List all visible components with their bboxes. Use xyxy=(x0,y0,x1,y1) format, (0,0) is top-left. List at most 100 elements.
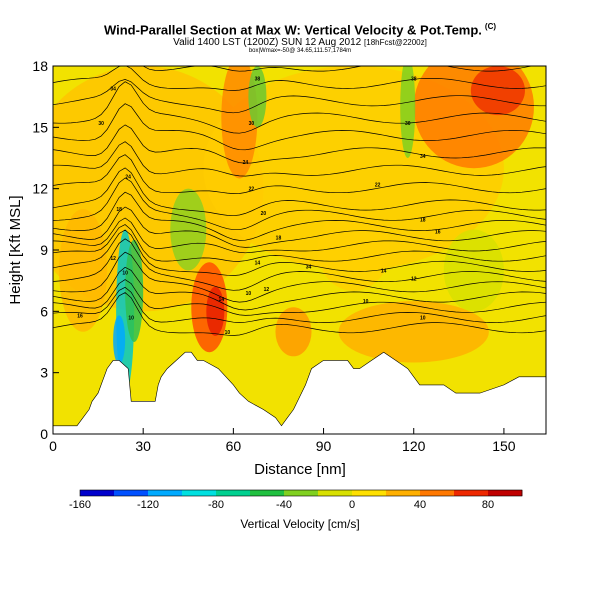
isentrope-line xyxy=(53,79,546,114)
colorbar-segment xyxy=(182,490,200,496)
contour-label: 34 xyxy=(420,154,426,160)
chart-title-text: Wind-Parallel Section at Max W: Vertical… xyxy=(103,22,482,38)
isentrope-line xyxy=(53,217,546,254)
isentrope-line xyxy=(53,229,546,276)
contour-label: 10 xyxy=(225,330,231,336)
plot-area: 38 38 34 30 30 30 34 24 24 22 22 18 20 18 16 18 12 14 34 14… xyxy=(53,66,546,434)
isentrope-line xyxy=(53,81,546,134)
colorbar-segment xyxy=(284,490,302,496)
colorbar-segment xyxy=(488,490,506,496)
velocity-patch xyxy=(275,307,312,357)
colorbar-segment xyxy=(505,490,523,496)
colorbar-segment xyxy=(301,490,319,496)
y-tick-label: 0 xyxy=(40,426,48,442)
x-tick-label: 60 xyxy=(226,438,242,454)
isentrope-line xyxy=(53,206,546,248)
colorbar-tick-label: 80 xyxy=(482,499,494,511)
chart-title: Wind-Parallel Section at Max W: Vertical… xyxy=(0,22,600,37)
contour-label: 10 xyxy=(122,270,128,276)
colorbar-segment xyxy=(437,490,455,496)
chart-subtitle: Valid 1400 LST (1200Z) SUN 12 Aug 2012 [… xyxy=(0,37,600,48)
contour-label: 34 xyxy=(110,86,116,92)
y-axis-label: Height [Kft MSL] xyxy=(7,195,24,304)
contour-label: 20 xyxy=(261,211,267,217)
colorbar-segment xyxy=(352,490,370,496)
x-tick-label: 30 xyxy=(135,438,151,454)
contour-label: 10 xyxy=(420,315,426,321)
contour-label: 10 xyxy=(128,315,134,321)
y-axis: 0 3 6 9 12 15 18 xyxy=(32,58,59,442)
isentrope-line xyxy=(53,141,546,177)
contour-label: 22 xyxy=(375,183,381,189)
colorbar-tick-label: -160 xyxy=(69,499,91,511)
velocity-patch xyxy=(221,66,258,179)
isentrope-line xyxy=(53,292,546,336)
contour-label: 30 xyxy=(98,121,104,127)
colorbar-segment xyxy=(454,490,472,496)
isentrope-line xyxy=(53,154,546,194)
copyright-mark: (C) xyxy=(484,22,497,31)
terrain-profile xyxy=(53,351,546,434)
colorbar-segment xyxy=(250,490,268,496)
colorbar: -160 -120 -80 -40 0 40 80 xyxy=(69,489,523,511)
isentrope-line xyxy=(142,66,534,72)
colorbar-segment xyxy=(165,490,183,496)
colorbar-frame xyxy=(79,489,523,497)
colorbar-segment xyxy=(403,490,421,496)
contour-label: 14 xyxy=(255,260,261,266)
colorbar-tick-label: -40 xyxy=(276,499,292,511)
contour-label: 14 xyxy=(381,268,387,274)
colorbar-segment xyxy=(471,490,489,496)
colorbar-tick-label: -80 xyxy=(208,499,224,511)
contour-label: 12 xyxy=(264,287,270,293)
contour-label: 22 xyxy=(249,187,255,193)
isentrope-line xyxy=(53,167,546,217)
colorbar-segment xyxy=(199,490,217,496)
isentrope-line xyxy=(53,124,546,164)
isentrope-line xyxy=(53,191,546,241)
x-tick-label: 90 xyxy=(316,438,332,454)
velocity-patch xyxy=(338,301,489,363)
isentrope-line xyxy=(53,177,546,231)
contour-label: 18 xyxy=(420,217,426,223)
colorbar-segment xyxy=(233,490,251,496)
y-tick-label: 6 xyxy=(40,303,48,319)
contour-labels: 38 38 34 30 30 30 34 24 24 22 22 18 20 18 16 18 12 14 34 14… xyxy=(77,76,441,336)
y-tick-label: 15 xyxy=(32,119,48,135)
isentrope-line xyxy=(53,286,546,323)
y-tick-label: 3 xyxy=(40,365,48,381)
x-tick-label: 120 xyxy=(402,438,426,454)
colorbar-tick-label: 0 xyxy=(349,499,355,511)
y-tick-label: 18 xyxy=(32,58,48,74)
contour-label: 16 xyxy=(435,230,441,236)
velocity-patch xyxy=(59,209,108,332)
colorbar-segment xyxy=(386,490,404,496)
colorbar-segment xyxy=(131,490,149,496)
velocity-patch xyxy=(470,66,525,116)
x-axis: 0 30 60 90 120 150 xyxy=(49,428,516,454)
x-tick-label: 150 xyxy=(492,438,516,454)
colorbar-segment xyxy=(318,490,336,496)
contour-label: 10 xyxy=(246,291,252,297)
isentrope-line xyxy=(53,224,546,262)
chart-meta-line: box|Wmax=-50@ 34.65,111.57,1784m xyxy=(248,48,352,54)
isentrope-line xyxy=(53,103,546,151)
contour-label: 16 xyxy=(77,313,83,319)
colorbar-label: Vertical Velocity [cm/s] xyxy=(240,517,359,531)
colorbar-segment xyxy=(335,490,353,496)
contour-label: 10 xyxy=(363,299,369,305)
velocity-patch xyxy=(400,66,416,158)
colorbar-segment xyxy=(369,490,387,496)
y-tick-label: 9 xyxy=(40,242,48,258)
colorbar-segment xyxy=(114,490,132,496)
velocity-patch xyxy=(443,229,504,312)
colorbar-tick-label: 40 xyxy=(414,499,426,511)
colorbar-tick-label: -120 xyxy=(137,499,159,511)
colorbar-segment xyxy=(267,490,285,496)
contour-label: 30 xyxy=(249,121,255,127)
isentrope-line xyxy=(53,251,546,303)
colorbar-segment xyxy=(216,490,234,496)
contour-label: 24 xyxy=(125,174,131,180)
contour-label: 38 xyxy=(411,76,417,82)
